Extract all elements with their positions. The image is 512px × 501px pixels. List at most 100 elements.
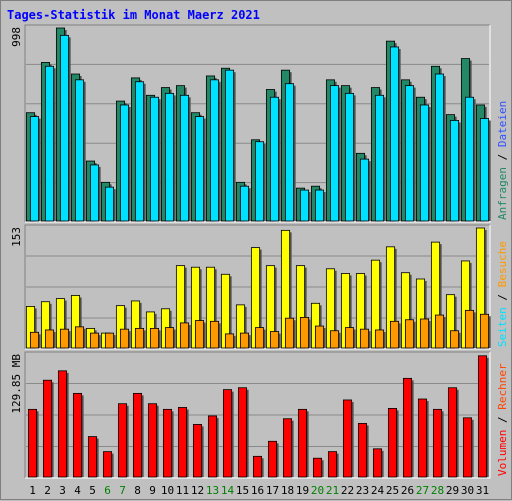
day-label-23: 23: [356, 484, 369, 497]
bar-besuche-day-9: [149, 327, 160, 349]
bar-dateien-day-13: [209, 79, 220, 222]
legend-entry: /: [496, 147, 509, 167]
bar-volumen-day-1: [27, 408, 38, 478]
bar-volumen-day-11: [177, 407, 188, 478]
day-label-11: 11: [176, 484, 189, 497]
day-label-16: 16: [251, 484, 264, 497]
bar-besuche-day-15: [239, 332, 250, 349]
day-label-31: 31: [476, 484, 489, 497]
bar-dateien-day-3: [59, 34, 70, 222]
bar-besuche-day-27: [419, 318, 430, 349]
day-label-3: 3: [59, 484, 66, 497]
day-label-13: 13: [206, 484, 219, 497]
day-label-18: 18: [281, 484, 294, 497]
bar-besuche-day-20: [314, 325, 325, 349]
bar-besuche-day-4: [74, 326, 85, 349]
bar-besuche-day-18: [284, 317, 295, 349]
bar-volumen-day-8: [132, 392, 143, 478]
day-label-24: 24: [371, 484, 385, 497]
day-label-8: 8: [134, 484, 141, 497]
bar-volumen-day-10: [162, 408, 173, 478]
legend-entry: Dateien: [496, 101, 509, 147]
day-label-26: 26: [401, 484, 414, 497]
bar-dateien-day-15: [239, 185, 250, 222]
bar-besuche-day-23: [359, 328, 370, 349]
bar-dateien-day-17: [269, 96, 280, 222]
legend-entry: Anfragen: [496, 167, 509, 220]
bar-volumen-day-14: [222, 389, 233, 478]
day-label-29: 29: [446, 484, 459, 497]
panel-pages-max-label: 153: [10, 227, 23, 247]
bar-dateien-day-22: [344, 92, 355, 222]
panel-pages: 153 Seiten / Besuche: [10, 224, 509, 350]
bar-volumen-day-9: [147, 403, 158, 478]
bar-dateien-day-7: [119, 104, 130, 222]
bar-volumen-day-21: [327, 451, 338, 478]
bar-volumen-day-18: [282, 418, 293, 478]
panel-volume-border-dark: [24, 351, 490, 478]
bar-volumen-day-15: [237, 387, 248, 478]
bar-besuche-day-19: [299, 317, 310, 349]
bar-dateien-day-2: [44, 65, 55, 222]
bar-besuche-day-14: [224, 333, 235, 349]
bar-dateien-day-24: [374, 94, 385, 222]
day-label-5: 5: [89, 484, 96, 497]
bar-besuche-day-5: [89, 332, 100, 349]
bar-besuche-day-24: [374, 329, 385, 349]
bar-volumen-day-13: [207, 415, 218, 478]
bar-volumen-day-19: [297, 408, 308, 478]
bar-volumen-day-25: [387, 408, 398, 478]
bar-dateien-day-14: [224, 69, 235, 222]
bar-volumen-day-20: [312, 457, 323, 478]
bar-besuche-day-1: [29, 331, 40, 349]
day-label-21: 21: [326, 484, 339, 497]
day-label-22: 22: [341, 484, 354, 497]
day-label-9: 9: [149, 484, 156, 497]
bar-besuche-day-30: [464, 309, 475, 349]
bar-besuche-day-11: [179, 322, 190, 349]
bar-volumen-day-12: [192, 423, 203, 478]
bar-besuche-day-13: [209, 320, 220, 349]
panel-volume-legend: Volumen / Rechner: [496, 363, 509, 476]
bar-volumen-day-27: [417, 398, 428, 478]
day-label-20: 20: [311, 484, 324, 497]
panel-volume-border-light: [25, 352, 491, 479]
day-label-30: 30: [461, 484, 474, 497]
bar-dateien-day-6: [104, 186, 115, 222]
legend-entry: Volumen: [496, 430, 509, 476]
bar-dateien-day-26: [404, 85, 415, 222]
day-label-7: 7: [119, 484, 126, 497]
bar-besuche-day-6: [104, 332, 115, 349]
bar-volumen-day-23: [357, 423, 368, 478]
bar-besuche-day-8: [134, 327, 145, 349]
bar-volumen-day-22: [342, 399, 353, 478]
day-label-27: 27: [416, 484, 429, 497]
series-seiten: [25, 227, 487, 349]
bar-volumen-day-2: [42, 379, 53, 478]
bar-besuche-day-29: [449, 330, 460, 349]
bar-dateien-day-8: [134, 81, 145, 222]
bar-dateien-day-10: [164, 92, 175, 222]
bar-volumen-day-29: [447, 387, 458, 478]
day-label-17: 17: [266, 484, 279, 497]
legend-entry: Rechner: [496, 363, 509, 410]
bar-volumen-day-24: [372, 448, 383, 478]
legend-entry: Seiten: [496, 307, 509, 347]
panel-pages-legend: Seiten / Besuche: [496, 241, 509, 347]
panel-hits-legend: Anfragen / Dateien: [496, 101, 509, 220]
legend-entry: Besuche: [496, 241, 509, 287]
panel-hits-border-dark: [24, 24, 490, 222]
day-label-12: 12: [191, 484, 204, 497]
bar-dateien-day-4: [74, 79, 85, 222]
bar-besuche-day-16: [254, 327, 265, 349]
bar-besuche-day-12: [194, 320, 205, 349]
bar-volumen-day-7: [117, 403, 128, 478]
bar-dateien-day-27: [419, 104, 430, 222]
bar-volumen-day-28: [432, 408, 443, 478]
bar-besuche-day-17: [269, 331, 280, 349]
panel-pages-border-light: [25, 225, 491, 350]
bar-dateien-day-20: [314, 189, 325, 222]
bar-volumen-day-31: [477, 355, 488, 478]
legend-entry: /: [496, 287, 509, 307]
